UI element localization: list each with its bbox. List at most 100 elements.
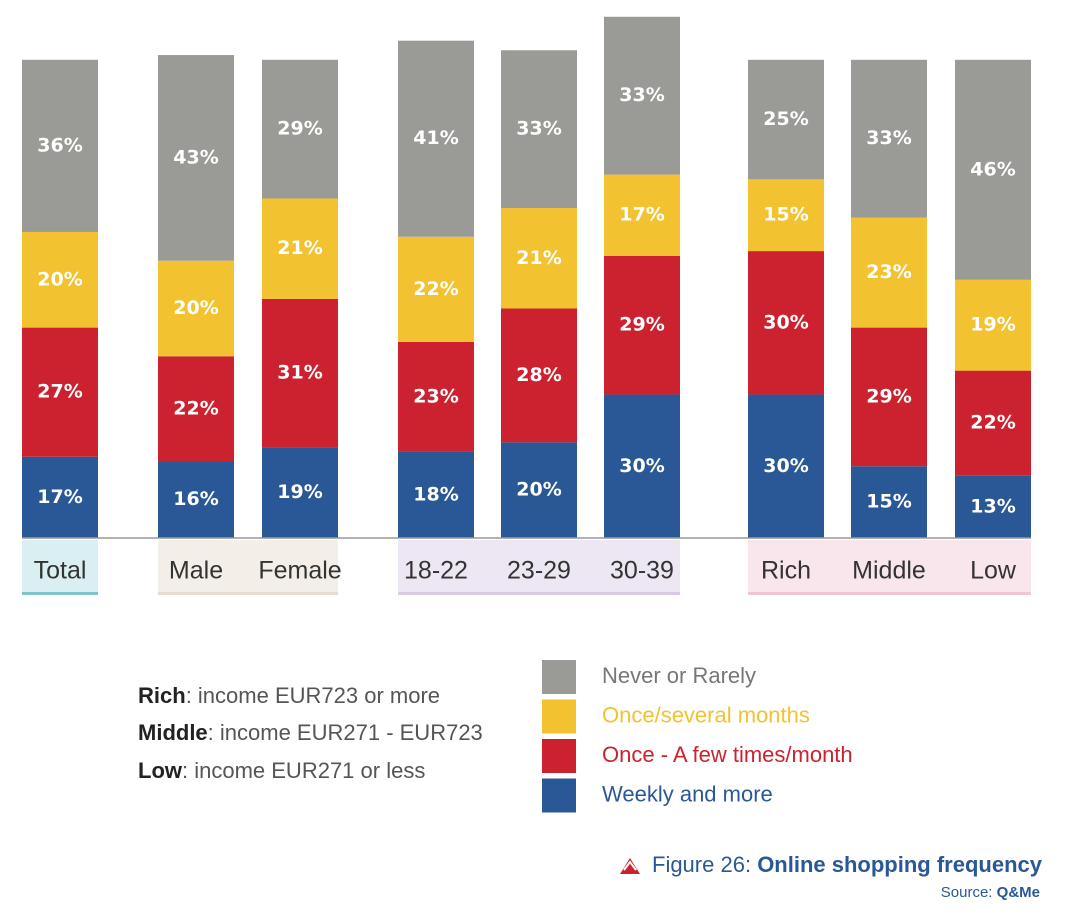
x-tick-label: Total <box>34 557 87 585</box>
legend-label: Once/several months <box>602 702 810 727</box>
category-band <box>748 540 1031 595</box>
value-label: 33% <box>619 84 664 106</box>
bar-segment <box>158 55 234 261</box>
value-label: 29% <box>619 314 664 336</box>
note: Low: income EUR271 or less <box>138 758 425 783</box>
bar-segment <box>748 394 824 538</box>
bar-segment <box>501 50 577 209</box>
note-text: : income EUR271 - EUR723 <box>208 720 483 745</box>
bar-segment <box>158 461 234 538</box>
note-term: Middle <box>138 720 208 745</box>
value-label: 23% <box>413 385 458 407</box>
bar-segment <box>851 59 927 218</box>
category-band-edge <box>748 592 1031 595</box>
bar-segment <box>262 447 338 538</box>
source: Source: Q&Me <box>941 884 1040 901</box>
value-label: 25% <box>763 108 808 130</box>
legend-swatch <box>542 699 576 734</box>
source-label: Source: <box>941 884 993 901</box>
legend-swatch <box>542 778 576 813</box>
value-label: 27% <box>37 381 82 403</box>
value-label: 22% <box>970 412 1015 434</box>
value-label: 19% <box>970 314 1015 336</box>
value-label: 15% <box>866 491 911 513</box>
bar-segment <box>22 327 98 457</box>
value-label: 20% <box>516 479 561 501</box>
bar-segment <box>262 59 338 199</box>
bar-segment <box>955 370 1031 476</box>
note-text: : income EUR271 or less <box>182 758 425 783</box>
bar-segment <box>398 451 474 538</box>
bar-segment <box>398 40 474 237</box>
caption: Figure 26: Online shopping frequency <box>652 852 1043 877</box>
category-band-edge <box>158 592 338 595</box>
source-name: Q&Me <box>997 884 1040 901</box>
bar-segment <box>398 341 474 452</box>
bar-segment <box>604 174 680 256</box>
bar-segment <box>851 327 927 467</box>
note-text: : income EUR723 or more <box>186 683 440 708</box>
value-label: 31% <box>277 362 322 384</box>
bar-segment <box>158 260 234 357</box>
caption-title: Online shopping frequency <box>757 852 1043 877</box>
value-label: 33% <box>516 118 561 140</box>
category-band <box>158 540 338 595</box>
bar-segment <box>22 231 98 328</box>
bar-segment <box>501 208 577 309</box>
bar-segment <box>955 59 1031 280</box>
note-term: Rich <box>138 683 186 708</box>
value-label: 18% <box>413 483 458 505</box>
bar-segment <box>22 456 98 538</box>
note: Middle: income EUR271 - EUR723 <box>138 720 483 745</box>
value-label: 23% <box>866 261 911 283</box>
value-label: 29% <box>277 118 322 140</box>
value-label: 30% <box>619 455 664 477</box>
bar-segment <box>501 442 577 538</box>
x-tick-label: 30-39 <box>610 557 674 585</box>
value-label: 28% <box>516 364 561 386</box>
category-band-edge <box>22 592 98 595</box>
notes: Rich: income EUR723 or more Middle: inco… <box>138 683 483 783</box>
value-label: 21% <box>516 247 561 269</box>
value-label: 22% <box>173 397 218 419</box>
caption-icon-arrow <box>623 860 637 871</box>
bar-segment <box>851 466 927 538</box>
legend-label: Weekly and more <box>602 781 773 806</box>
note: Rich: income EUR723 or more <box>138 683 440 708</box>
value-label: 17% <box>37 486 82 508</box>
value-label: 30% <box>763 311 808 333</box>
value-label: 15% <box>763 204 808 226</box>
bar-segment <box>398 236 474 342</box>
value-label: 19% <box>277 481 322 503</box>
value-label: 20% <box>37 268 82 290</box>
bar-segment <box>604 16 680 175</box>
value-label: 30% <box>763 455 808 477</box>
bar-segment <box>158 356 234 462</box>
legend-label: Never or Rarely <box>602 663 756 688</box>
value-label: 20% <box>173 297 218 319</box>
caption-prefix: Figure 26: <box>652 852 751 877</box>
value-label: 29% <box>866 385 911 407</box>
category-band-edge <box>398 592 680 595</box>
legend-swatch <box>542 739 576 773</box>
bar-segment <box>501 308 577 443</box>
legend-label: Once - A few times/month <box>602 742 853 767</box>
value-label: 22% <box>413 278 458 300</box>
x-tick-label: 23-29 <box>507 557 571 585</box>
value-label: 36% <box>37 134 82 156</box>
x-tick-label: Rich <box>761 557 811 585</box>
legend-swatch <box>542 660 576 694</box>
bar-segment <box>22 59 98 232</box>
note-term: Low <box>138 758 183 783</box>
bar-segment <box>851 217 927 328</box>
plot: Total Male Female 18-22 23-29 30-39 Rich Middle… <box>22 16 1031 813</box>
value-label: 13% <box>970 495 1015 517</box>
bar-segment <box>262 298 338 448</box>
x-tick-label: Male <box>169 557 223 585</box>
bar-segment <box>604 394 680 538</box>
x-tick-label: Female <box>258 557 341 585</box>
value-label: 16% <box>173 488 218 510</box>
x-tick-label: 18-22 <box>404 557 468 585</box>
x-tick-label: Middle <box>852 557 926 585</box>
